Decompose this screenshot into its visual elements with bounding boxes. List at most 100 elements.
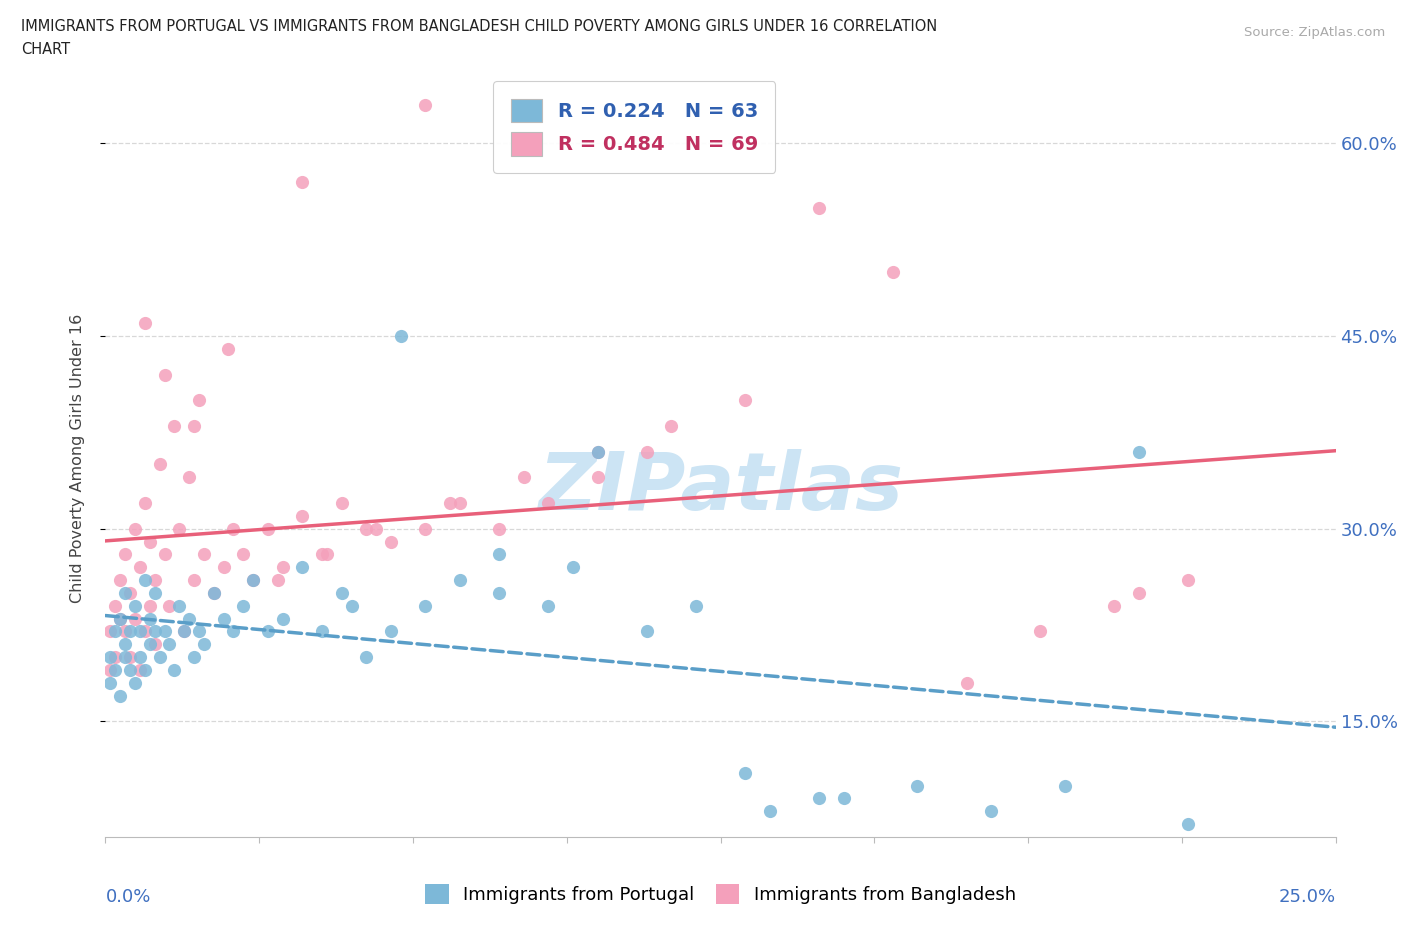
Point bbox=[129, 662, 152, 677]
Point bbox=[143, 624, 166, 639]
Point bbox=[134, 662, 156, 677]
Point bbox=[586, 445, 609, 459]
Point bbox=[183, 418, 205, 433]
Point bbox=[159, 598, 180, 613]
Point bbox=[537, 496, 560, 511]
Point bbox=[636, 445, 658, 459]
Point bbox=[134, 573, 156, 588]
Point bbox=[188, 392, 211, 407]
Text: 0.0%: 0.0% bbox=[105, 888, 150, 907]
Point bbox=[586, 445, 609, 459]
Point bbox=[291, 175, 314, 190]
Point bbox=[202, 586, 225, 601]
Point bbox=[193, 547, 215, 562]
Point bbox=[129, 624, 152, 639]
Point bbox=[354, 650, 377, 665]
Point bbox=[685, 598, 707, 613]
Point bbox=[138, 598, 162, 613]
Point bbox=[138, 534, 162, 549]
Legend: Immigrants from Portugal, Immigrants from Bangladesh: Immigrants from Portugal, Immigrants fro… bbox=[418, 877, 1024, 911]
Point bbox=[129, 560, 152, 575]
Point bbox=[138, 637, 162, 652]
Point bbox=[488, 586, 510, 601]
Point bbox=[110, 611, 132, 626]
Point bbox=[124, 611, 146, 626]
Point bbox=[257, 521, 280, 536]
Point bbox=[1102, 598, 1125, 613]
Point bbox=[110, 688, 132, 703]
Point bbox=[114, 624, 136, 639]
Point bbox=[120, 586, 141, 601]
Point bbox=[98, 675, 122, 690]
Point bbox=[124, 675, 146, 690]
Point bbox=[193, 637, 215, 652]
Point bbox=[882, 264, 904, 279]
Point bbox=[114, 637, 136, 652]
Point bbox=[562, 560, 585, 575]
Point bbox=[98, 650, 122, 665]
Point bbox=[330, 586, 353, 601]
Point bbox=[315, 547, 337, 562]
Point bbox=[242, 573, 264, 588]
Point bbox=[759, 804, 782, 818]
Point bbox=[449, 496, 471, 511]
Point bbox=[179, 611, 201, 626]
Point bbox=[232, 598, 254, 613]
Text: CHART: CHART bbox=[21, 42, 70, 57]
Point bbox=[153, 624, 176, 639]
Point bbox=[110, 611, 132, 626]
Point bbox=[311, 624, 333, 639]
Point bbox=[415, 521, 437, 536]
Point bbox=[149, 650, 172, 665]
Point bbox=[143, 586, 166, 601]
Point bbox=[98, 662, 122, 677]
Point bbox=[636, 624, 658, 639]
Point bbox=[1177, 573, 1199, 588]
Point bbox=[114, 650, 136, 665]
Point bbox=[807, 200, 830, 215]
Text: Source: ZipAtlas.com: Source: ZipAtlas.com bbox=[1244, 26, 1385, 39]
Text: ZIPatlas: ZIPatlas bbox=[538, 449, 903, 527]
Point bbox=[271, 560, 294, 575]
Point bbox=[415, 98, 437, 113]
Point bbox=[1128, 445, 1150, 459]
Point bbox=[120, 624, 141, 639]
Point bbox=[169, 598, 191, 613]
Point bbox=[188, 624, 211, 639]
Point bbox=[218, 341, 240, 356]
Point bbox=[104, 624, 127, 639]
Point bbox=[354, 521, 377, 536]
Point bbox=[734, 765, 756, 780]
Point bbox=[222, 624, 245, 639]
Point bbox=[449, 573, 471, 588]
Point bbox=[980, 804, 1002, 818]
Point bbox=[291, 509, 314, 524]
Point bbox=[807, 791, 830, 806]
Point bbox=[212, 611, 235, 626]
Point bbox=[138, 611, 162, 626]
Point bbox=[183, 573, 205, 588]
Point bbox=[149, 457, 172, 472]
Point bbox=[1029, 624, 1052, 639]
Point bbox=[513, 470, 536, 485]
Point bbox=[129, 650, 152, 665]
Point bbox=[143, 573, 166, 588]
Point bbox=[366, 521, 388, 536]
Point bbox=[104, 650, 127, 665]
Point bbox=[242, 573, 264, 588]
Point bbox=[956, 675, 979, 690]
Point bbox=[120, 662, 141, 677]
Point bbox=[330, 496, 353, 511]
Point bbox=[134, 624, 156, 639]
Point bbox=[311, 547, 333, 562]
Point bbox=[153, 547, 176, 562]
Point bbox=[291, 560, 314, 575]
Point bbox=[134, 496, 156, 511]
Point bbox=[114, 586, 136, 601]
Point bbox=[415, 598, 437, 613]
Point bbox=[488, 521, 510, 536]
Point bbox=[537, 598, 560, 613]
Point bbox=[120, 650, 141, 665]
Point bbox=[98, 624, 122, 639]
Point bbox=[153, 367, 176, 382]
